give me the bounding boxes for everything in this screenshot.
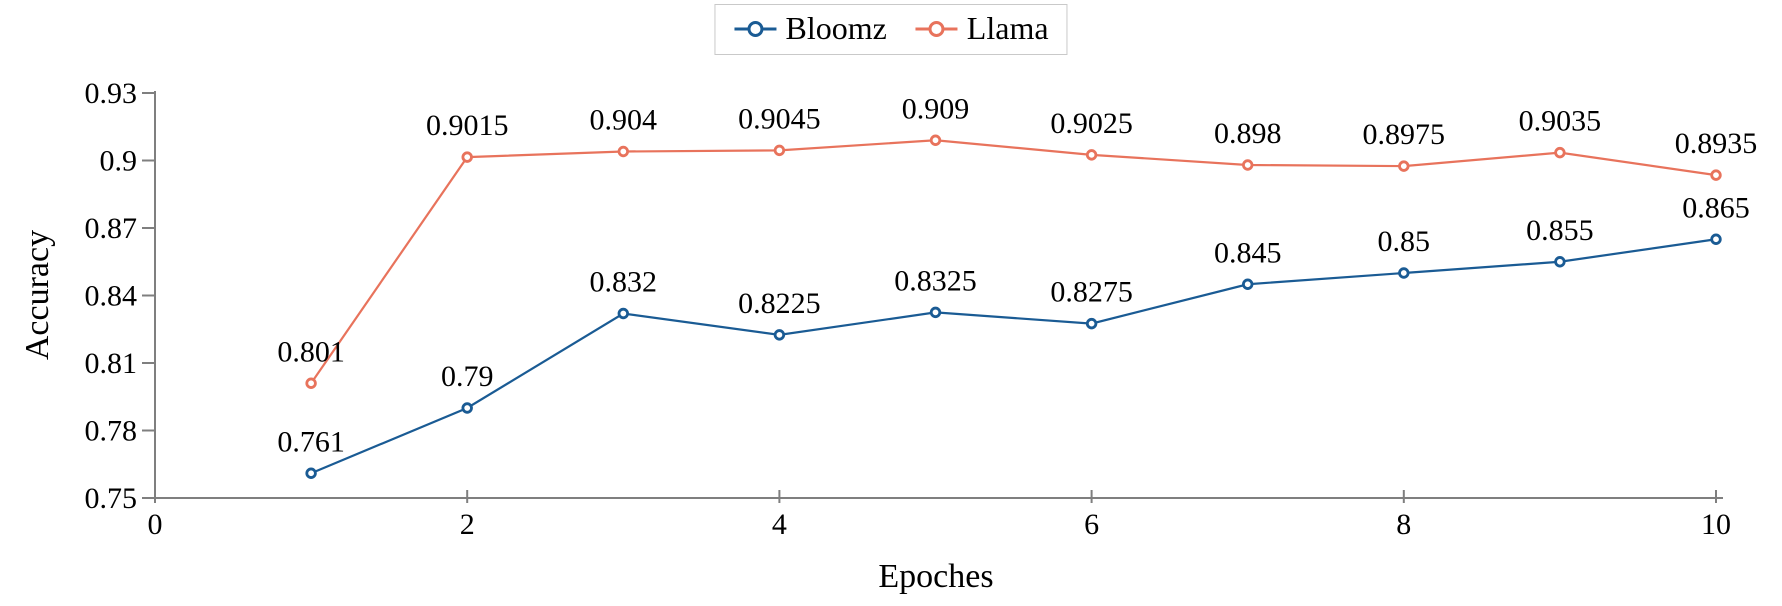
- llama-line-marker-icon: [915, 20, 958, 37]
- llama-marker: [773, 144, 786, 157]
- bloomz-point-label: 0.85: [1378, 225, 1431, 258]
- bloomz-point-label: 0.845: [1214, 236, 1282, 269]
- bloomz-point-label: 0.79: [441, 360, 494, 393]
- bloomz-marker: [1554, 256, 1566, 268]
- bloomz-point-label: 0.8225: [738, 287, 821, 320]
- y-tick-label: 0.93: [85, 77, 138, 110]
- bloomz-marker: [1398, 267, 1410, 279]
- llama-point-label: 0.898: [1214, 117, 1282, 150]
- y-tick-label: 0.81: [85, 347, 138, 380]
- bloomz-point-label: 0.8275: [1050, 276, 1133, 309]
- llama-point-label: 0.8975: [1363, 118, 1446, 151]
- llama-point-label: 0.9025: [1050, 107, 1133, 140]
- legend-item-bloomz: Bloomz: [733, 10, 887, 47]
- x-tick-label: 10: [1701, 508, 1731, 541]
- bloomz-marker: [1710, 233, 1722, 245]
- bloomz-marker: [461, 402, 473, 414]
- llama-marker: [1398, 160, 1410, 172]
- bloomz-marker: [773, 329, 786, 341]
- x-tick-label: 4: [772, 508, 787, 541]
- llama-point-label: 0.904: [590, 104, 658, 137]
- bloomz-point-label: 0.855: [1526, 214, 1594, 247]
- llama-point-label: 0.9015: [426, 109, 509, 142]
- bloomz-marker: [617, 307, 630, 320]
- llama-marker: [1554, 146, 1566, 159]
- x-tick-label: 8: [1396, 508, 1411, 541]
- legend-label-bloomz: Bloomz: [785, 10, 887, 46]
- x-tick-label: 2: [460, 508, 475, 541]
- llama-marker: [1085, 149, 1098, 161]
- legend-item-llama: Llama: [915, 10, 1049, 47]
- llama-marker: [929, 134, 942, 146]
- bloomz-point-label: 0.761: [277, 425, 345, 458]
- y-axis-title: Accuracy: [19, 229, 56, 361]
- x-tick-label: 6: [1084, 508, 1099, 541]
- y-tick-label: 0.75: [85, 482, 138, 515]
- y-tick-label: 0.78: [85, 415, 138, 448]
- y-tick-label: 0.9: [100, 145, 138, 178]
- llama-series-line: [310, 139, 1717, 384]
- llama-marker: [617, 145, 630, 158]
- bloomz-series-line: [310, 238, 1717, 475]
- bloomz-point-label: 0.8325: [894, 264, 977, 297]
- llama-point-label: 0.909: [902, 92, 970, 125]
- bloomz-marker: [1241, 278, 1254, 290]
- llama-marker: [461, 151, 473, 163]
- llama-point-label: 0.9045: [738, 102, 821, 135]
- bloomz-point-label: 0.832: [590, 266, 658, 299]
- bloomz-point-label: 0.865: [1682, 191, 1750, 224]
- llama-marker: [1710, 169, 1722, 181]
- llama-point-label: 0.9035: [1519, 105, 1602, 138]
- llama-marker: [1241, 159, 1254, 171]
- legend: Bloomz Llama: [714, 4, 1068, 55]
- llama-point-label: 0.8935: [1675, 127, 1758, 160]
- x-axis-title: Epoches: [878, 558, 994, 595]
- legend-label-llama: Llama: [966, 10, 1049, 46]
- x-tick-label: 0: [148, 508, 163, 541]
- bloomz-marker: [929, 306, 942, 319]
- y-tick-label: 0.84: [85, 280, 138, 313]
- llama-marker: [305, 377, 317, 389]
- llama-point-label: 0.801: [277, 335, 345, 368]
- bloomz-marker: [305, 467, 317, 479]
- y-tick-label: 0.87: [85, 212, 138, 245]
- bloomz-marker: [1085, 317, 1098, 330]
- bloomz-line-marker-icon: [734, 20, 777, 37]
